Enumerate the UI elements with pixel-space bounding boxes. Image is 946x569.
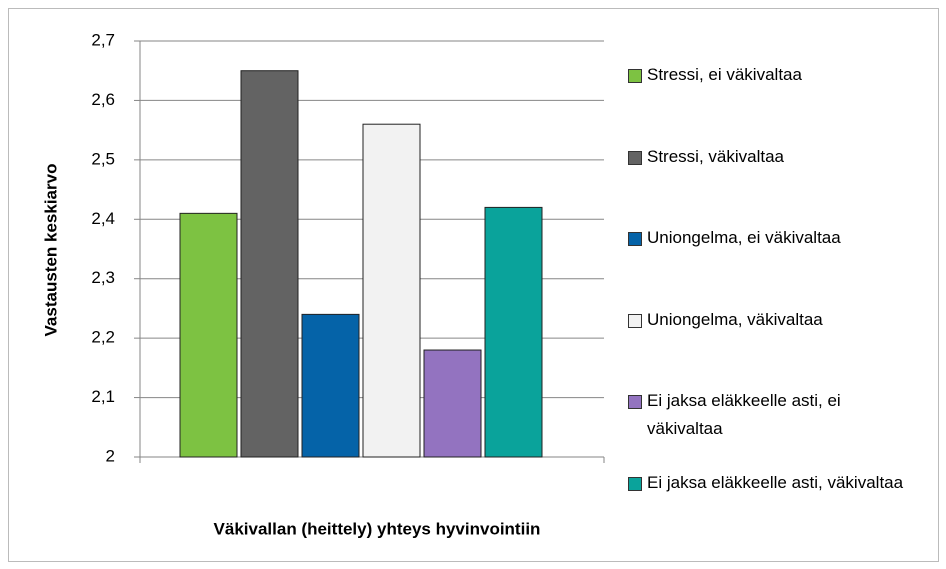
legend-swatch xyxy=(628,476,642,491)
y-tick-label: 2,2 xyxy=(91,328,115,347)
y-tick-label: 2,6 xyxy=(91,90,115,109)
bar xyxy=(423,349,482,458)
legend-item: Ei jaksa eläkkeelle asti, väkivaltaa xyxy=(628,469,918,497)
y-tick-label: 2,3 xyxy=(91,268,115,287)
y-tick-label: 2,4 xyxy=(91,209,115,228)
y-tick-label: 2,5 xyxy=(91,149,115,168)
legend-label: Ei jaksa eläkkeelle asti, ei väkivaltaa xyxy=(647,391,841,438)
legend-item: Stressi, ei väkivaltaa xyxy=(628,61,918,89)
legend-swatch xyxy=(628,395,642,409)
legend-item: Uniongelma, väkivaltaa xyxy=(628,306,918,334)
legend-item: Uniongelma, ei väkivaltaa xyxy=(628,224,918,252)
legend-label: Stressi, ei väkivaltaa xyxy=(647,65,802,84)
legend-swatch xyxy=(628,150,642,165)
bar xyxy=(362,123,421,458)
bar xyxy=(301,313,360,458)
x-axis-label: Väkivallan (heittely) yhteys hyvinvointi… xyxy=(214,519,541,538)
legend-label: Uniongelma, väkivaltaa xyxy=(647,309,823,329)
legend-label: Uniongelma, ei väkivaltaa xyxy=(647,228,841,247)
y-tick-label: 2,7 xyxy=(91,30,115,49)
legend-swatch xyxy=(628,69,642,83)
y-axis-label: Vastausten keskiarvo xyxy=(41,164,60,337)
y-tick-label: 2,1 xyxy=(91,387,115,406)
bar xyxy=(240,70,299,458)
legend-item: Stressi, väkivaltaa xyxy=(628,143,918,171)
legend-swatch xyxy=(628,232,642,246)
legend-label: Ei jaksa eläkkeelle asti, väkivaltaa xyxy=(647,472,904,492)
bar xyxy=(179,212,238,458)
legend-label: Stressi, väkivaltaa xyxy=(647,146,784,166)
bar xyxy=(484,206,543,458)
y-tick-label: 2 xyxy=(106,446,115,465)
legend-swatch xyxy=(628,313,642,328)
legend-item: Ei jaksa eläkkeelle asti, ei väkivaltaa xyxy=(628,387,918,443)
